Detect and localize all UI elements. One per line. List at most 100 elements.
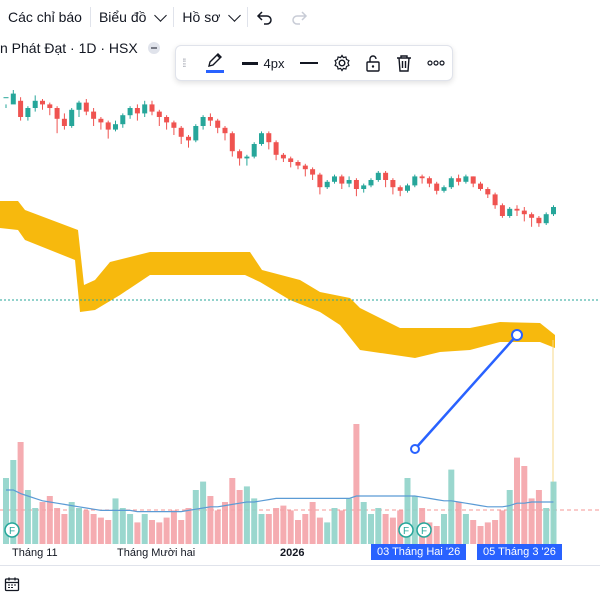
volume-bar [68,502,75,544]
volume-bar [470,520,477,544]
x-crosshair-label: 03 Tháng Hai '26 [371,544,467,560]
collapse-legend-button[interactable] [147,42,160,54]
candle-body [353,180,359,189]
candle-body [200,117,206,126]
event-marker[interactable]: F [398,522,414,538]
volume-ma-line [6,489,554,513]
candle-body [178,127,184,137]
drawing-toolbar: ⁞⁞ 4px [175,45,453,81]
candle-body [193,126,199,141]
volume-bar [141,514,148,544]
candlesticks [3,90,556,227]
candle-body [134,108,140,114]
volume-bar [535,490,542,544]
volume-bar [382,514,389,544]
volume-bar [243,486,250,544]
ichimoku-cloud [0,201,555,358]
volume-bar [506,490,513,544]
chevron-down-icon [154,8,168,22]
candle-body [390,180,396,188]
volume-bar [61,514,68,544]
candle-body [529,214,535,218]
indicators-button[interactable]: Các chỉ báo [0,3,90,31]
volume-bar [112,498,119,544]
candle-body [485,189,491,195]
event-marker[interactable]: F [416,522,432,538]
candle-body [259,133,264,144]
toolbar-divider [247,7,249,27]
undo-button[interactable] [248,3,282,31]
volume-bar [156,522,163,544]
volume-bars [3,424,557,544]
volume-bar [127,514,134,544]
delete-button[interactable] [388,46,419,80]
volume-bar [280,505,287,544]
symbol-title: n Phát Đạt · 1D · HSX [0,40,138,56]
volume-bar [90,514,97,544]
drag-handle-icon[interactable]: ⁞⁞ [182,56,187,70]
event-marker[interactable]: F [4,522,20,538]
volume-bar [309,502,316,544]
undo-icon [257,11,273,25]
volume-bar [550,481,557,544]
lock-button[interactable] [358,46,389,80]
candle-body [237,151,243,159]
chart-type-dropdown[interactable]: Biểu đồ [91,3,173,31]
candle-body [470,176,476,184]
profile-dropdown[interactable]: Hồ sơ [174,3,247,31]
calendar-icon[interactable] [4,576,20,592]
candle-body [229,133,235,152]
cloud-area [0,201,555,358]
top-toolbar: Các chỉ báo Biểu đồ Hồ sơ [0,0,600,34]
svg-text:F: F [9,526,15,537]
candle-body [98,118,104,123]
more-icon [427,60,445,66]
candle-body [83,102,89,112]
volume-bar [484,522,491,544]
volume-bar [331,508,338,544]
candle-body [251,144,257,157]
trend-line[interactable] [414,334,518,450]
volume-bar [170,510,177,544]
trash-icon [396,55,411,72]
volume-bar [514,457,520,544]
more-button[interactable] [419,46,452,80]
line-style-button[interactable] [292,46,327,80]
time-axis[interactable]: Tháng 11 Tháng Mười hai 2026 03 Tháng Ha… [0,544,600,564]
trend-line-end-handle[interactable] [511,329,523,341]
x-tick-label: Tháng 11 [12,547,58,559]
redo-button[interactable] [282,3,316,31]
candle-body [149,104,155,112]
candle-body [244,156,250,159]
line-color-button[interactable] [196,46,235,80]
candle-body [448,178,454,188]
candle-body [324,181,330,188]
line-width-icon [241,61,258,65]
volume-bar [295,520,301,544]
volume-bar [32,508,39,544]
candle-body [499,205,505,216]
candle-body [156,111,162,117]
volume-bar [214,510,221,544]
candle-body [310,169,316,175]
price-chart[interactable]: F F F [0,80,600,544]
volume-bar [477,526,484,544]
candle-body [105,122,111,130]
volume-bar [368,514,374,544]
candle-body [54,108,60,119]
volume-bar [200,481,207,544]
candle-body [521,210,527,215]
candle-body [32,100,38,108]
symbol-legend: n Phát Đạt · 1D · HSX [0,40,160,56]
volume-bar [134,522,141,544]
candle-body [514,208,520,211]
volume-bar [375,508,382,544]
candle-body [69,109,75,126]
volume-bar [236,490,243,544]
trend-line-start-handle[interactable] [410,444,420,454]
line-width-button[interactable]: 4px [234,46,292,80]
settings-button[interactable] [327,46,358,80]
candle-body [478,183,483,189]
candle-body [207,117,213,121]
candle-body [536,217,542,224]
